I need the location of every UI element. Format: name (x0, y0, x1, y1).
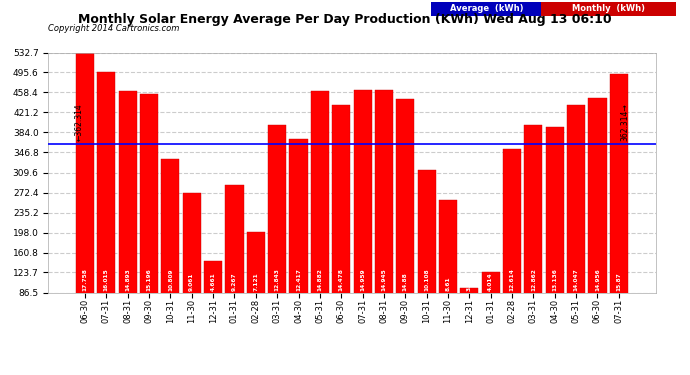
Bar (247, 232, 265, 339)
Text: 13.136: 13.136 (552, 268, 558, 291)
Text: 14.959: 14.959 (360, 268, 365, 291)
Bar (460, 288, 478, 339)
Text: 9.267: 9.267 (232, 272, 237, 291)
Text: Copyright 2014 Cartronics.com: Copyright 2014 Cartronics.com (48, 24, 179, 33)
Text: Monthly  (kWh): Monthly (kWh) (572, 4, 645, 13)
Bar (524, 124, 542, 339)
Text: 14.956: 14.956 (595, 268, 600, 291)
Text: 14.478: 14.478 (339, 268, 344, 291)
Text: 15.196: 15.196 (146, 268, 152, 291)
Bar (183, 193, 201, 339)
Bar (226, 184, 244, 339)
Text: ←362.314: ←362.314 (75, 104, 83, 141)
Bar (482, 272, 500, 339)
Text: 14.882: 14.882 (317, 268, 322, 291)
Text: 14.88: 14.88 (403, 272, 408, 291)
Bar (589, 98, 607, 339)
Bar (503, 149, 521, 339)
Text: 14.893: 14.893 (125, 268, 130, 291)
Bar (289, 139, 308, 339)
Bar (396, 99, 415, 339)
Bar (375, 90, 393, 339)
Text: 4.014: 4.014 (489, 272, 493, 291)
Bar (546, 127, 564, 339)
Bar (417, 171, 435, 339)
Bar (97, 72, 115, 339)
Text: 3.071: 3.071 (467, 272, 472, 291)
Text: 8.61: 8.61 (446, 276, 451, 291)
Text: 10.108: 10.108 (424, 268, 429, 291)
Bar (268, 125, 286, 339)
Bar (310, 91, 329, 339)
Bar (119, 91, 137, 339)
Text: 17.758: 17.758 (83, 268, 88, 291)
Text: 4.661: 4.661 (210, 272, 215, 291)
Bar (567, 105, 585, 339)
Bar (140, 94, 158, 339)
Text: 14.945: 14.945 (382, 268, 386, 291)
Text: 12.843: 12.843 (275, 268, 279, 291)
Bar (204, 261, 222, 339)
Text: 16.015: 16.015 (104, 268, 109, 291)
Text: 15.87: 15.87 (616, 272, 621, 291)
Bar (439, 200, 457, 339)
Bar (76, 53, 94, 339)
Text: Monthly Solar Energy Average Per Day Production (KWh) Wed Aug 13 06:10: Monthly Solar Energy Average Per Day Pro… (78, 13, 612, 26)
Bar (332, 105, 351, 339)
Bar (161, 159, 179, 339)
Text: 362.314→: 362.314→ (620, 104, 629, 141)
Text: 10.809: 10.809 (168, 268, 173, 291)
Text: 12.862: 12.862 (531, 268, 536, 291)
Bar (610, 74, 628, 339)
Bar (353, 90, 372, 339)
Text: Average  (kWh): Average (kWh) (450, 4, 523, 13)
Text: 9.061: 9.061 (189, 272, 195, 291)
Text: 14.047: 14.047 (573, 268, 579, 291)
Text: 12.614: 12.614 (509, 268, 515, 291)
Text: 7.121: 7.121 (253, 272, 258, 291)
Text: 12.417: 12.417 (296, 268, 301, 291)
